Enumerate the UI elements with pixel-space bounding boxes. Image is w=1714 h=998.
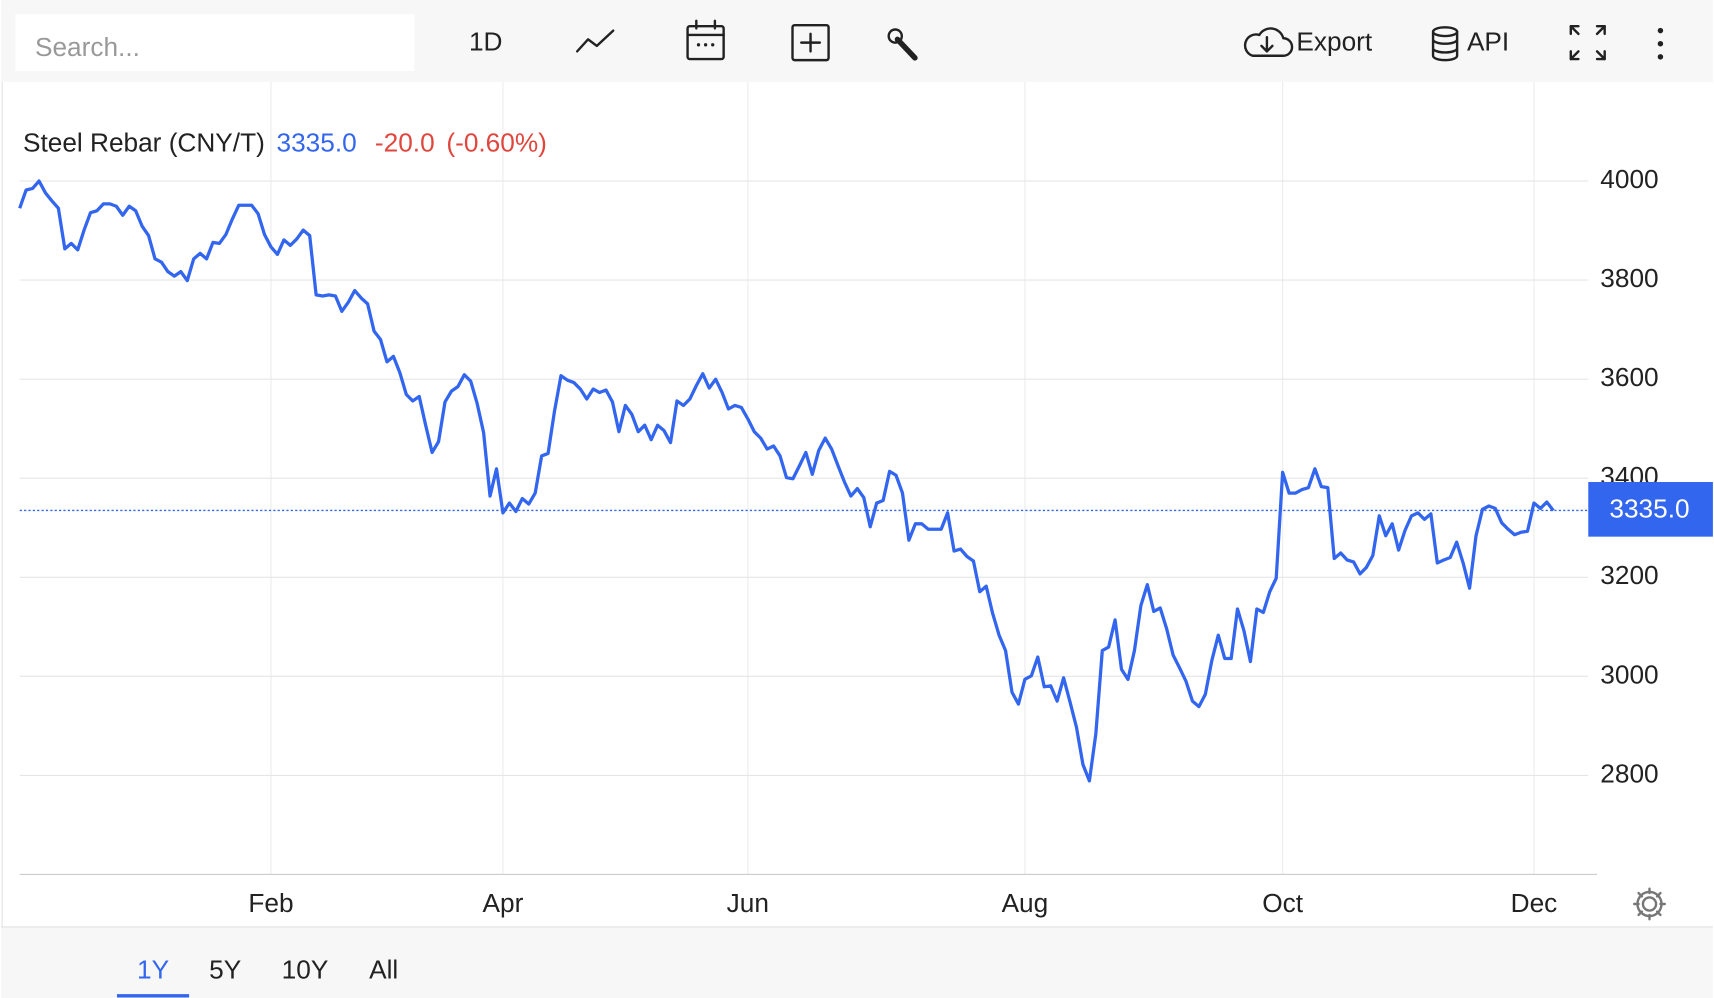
fullscreen-icon[interactable] bbox=[1569, 25, 1606, 61]
y-tick-label: 3000 bbox=[1600, 659, 1658, 689]
range-buttons: 1Y 5Y 10Y All bbox=[116, 955, 398, 998]
range-button[interactable]: 5Y bbox=[209, 955, 241, 985]
y-tick-label: 3200 bbox=[1600, 560, 1658, 590]
menu-icon[interactable] bbox=[1657, 27, 1664, 60]
y-tick-label: 3800 bbox=[1600, 263, 1658, 293]
chart-legend: Steel Rebar (CNY/T) 3335.0 -20.0 (-0.60%… bbox=[23, 127, 547, 157]
plot: Feb Apr Jun Aug Oct Dec2800300032003400360038… bbox=[18, 81, 1713, 918]
x-tick-label: Feb bbox=[248, 888, 293, 918]
last-value: 3335.0 bbox=[276, 127, 356, 157]
chart-title: Steel Rebar (CNY/T) bbox=[23, 127, 265, 157]
change: -20.0 bbox=[375, 127, 435, 157]
x-tick-label: Apr bbox=[483, 888, 524, 918]
range-button[interactable]: All bbox=[369, 955, 398, 985]
chart-settings-icon[interactable] bbox=[1632, 887, 1667, 921]
interval-button[interactable]: 1D bbox=[469, 27, 503, 57]
search-box[interactable] bbox=[15, 14, 415, 72]
last-price-box bbox=[1588, 482, 1713, 537]
y-tick-label: 3600 bbox=[1600, 362, 1658, 392]
x-tick-label: Oct bbox=[1262, 888, 1304, 918]
x-tick-label: Aug bbox=[1002, 888, 1049, 918]
calendar-icon[interactable] bbox=[686, 19, 725, 61]
price-line bbox=[18, 179, 1555, 783]
line-type-icon[interactable] bbox=[575, 29, 615, 53]
export-label[interactable]: Export bbox=[1296, 27, 1372, 57]
range-bar bbox=[1, 926, 1713, 998]
x-tick-label: Jun bbox=[727, 888, 769, 918]
range-button[interactable]: 1Y bbox=[137, 955, 169, 985]
export-button[interactable]: Export bbox=[1243, 27, 1373, 57]
y-tick-label: 4000 bbox=[1600, 164, 1658, 194]
compare-icon[interactable] bbox=[791, 23, 830, 62]
change-percent: (-0.60%) bbox=[446, 127, 547, 157]
search-placeholder[interactable]: Search... bbox=[35, 32, 140, 62]
api-label[interactable]: API bbox=[1467, 27, 1509, 57]
range-button[interactable]: 10Y bbox=[282, 955, 329, 985]
x-tick-label: Dec bbox=[1511, 888, 1558, 918]
api-button[interactable]: API bbox=[1431, 26, 1509, 62]
last-price-label: 3335.0 bbox=[1609, 493, 1689, 523]
settings-wrench-icon[interactable] bbox=[887, 28, 918, 61]
y-tick-label: 2800 bbox=[1600, 758, 1658, 788]
